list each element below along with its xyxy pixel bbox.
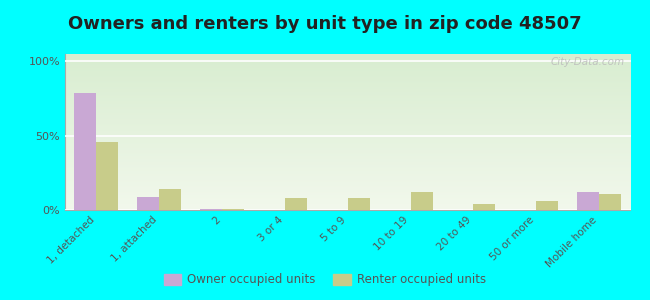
Bar — [536, 201, 558, 210]
Text: Owners and renters by unit type in zip code 48507: Owners and renters by unit type in zip c… — [68, 15, 582, 33]
Bar — [137, 196, 159, 210]
Bar — [348, 198, 370, 210]
Bar — [96, 142, 118, 210]
Text: City-Data.com: City-Data.com — [551, 57, 625, 67]
Bar — [200, 209, 222, 210]
Bar — [473, 204, 495, 210]
Bar — [74, 93, 96, 210]
Bar — [599, 194, 621, 210]
Bar — [222, 208, 244, 210]
Bar — [577, 192, 599, 210]
Bar — [159, 189, 181, 210]
Legend: Owner occupied units, Renter occupied units: Owner occupied units, Renter occupied un… — [159, 269, 491, 291]
Bar — [285, 198, 307, 210]
Bar — [411, 192, 432, 210]
